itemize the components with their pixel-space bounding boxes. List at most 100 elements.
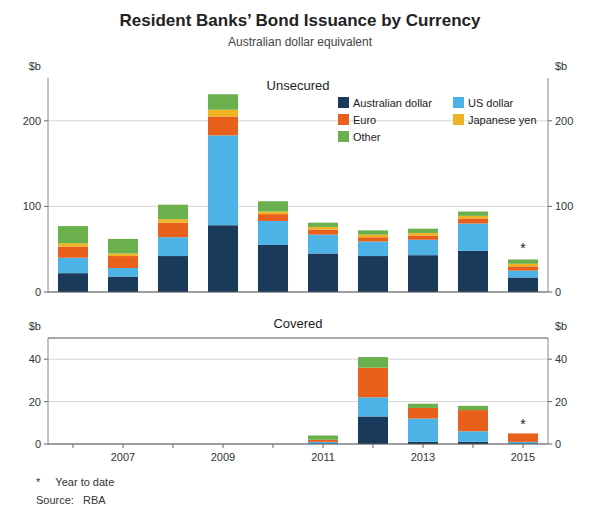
bar-segment	[358, 241, 388, 256]
legend-swatch	[453, 97, 464, 108]
tick-mark	[44, 401, 48, 402]
bar-segment	[508, 271, 538, 278]
bar-segment	[508, 433, 538, 434]
x-tick-mark	[523, 444, 524, 448]
tick-mark	[548, 359, 552, 360]
tick-mark	[44, 292, 48, 293]
bar-segment	[58, 247, 88, 258]
panel-title: Unsecured	[267, 78, 330, 93]
bar-segment	[308, 235, 338, 254]
y-tick-label: 100	[23, 200, 41, 212]
bar-segment	[358, 397, 388, 416]
x-tick-mark	[73, 444, 74, 448]
bar-segment	[508, 433, 538, 434]
y-axis-label: $b	[29, 320, 41, 332]
bar-segment	[408, 419, 438, 442]
bar-segment	[408, 229, 438, 233]
y2-axis-label: $b	[555, 320, 567, 332]
grid-line	[48, 401, 548, 402]
tick-mark	[548, 444, 552, 445]
bar-segment	[208, 110, 238, 117]
bar-segment	[408, 404, 438, 408]
y-axis-line	[48, 338, 49, 444]
bar-segment	[158, 223, 188, 238]
y-axis-line	[48, 78, 49, 292]
tick-mark	[44, 359, 48, 360]
bar-segment	[108, 239, 138, 254]
bar-segment	[258, 221, 288, 245]
bar-segment	[158, 205, 188, 220]
legend-label: Japanese yen	[468, 114, 537, 126]
bar-segment	[208, 135, 238, 225]
legend-swatch	[338, 97, 349, 108]
x-tick-mark	[323, 444, 324, 448]
bar-segment	[108, 256, 138, 268]
tick-mark	[44, 206, 48, 207]
x-tick-mark	[473, 444, 474, 448]
bar-segment	[258, 201, 288, 211]
grid-line	[48, 359, 548, 360]
annotation-star: *	[520, 416, 526, 432]
bar-segment	[358, 256, 388, 292]
tick-mark	[44, 120, 48, 121]
bar-segment	[308, 436, 338, 440]
footnote: * Year to date	[36, 476, 114, 488]
bar-segment	[458, 431, 488, 442]
bar-segment	[208, 225, 238, 292]
bar-segment	[358, 230, 388, 234]
legend-swatch	[338, 131, 349, 142]
bar-segment	[508, 259, 538, 263]
bar-segment	[508, 433, 538, 441]
y2-tick-label: 0	[555, 438, 561, 450]
y-tick-label: 0	[35, 286, 41, 298]
bar-segment	[308, 253, 338, 292]
bar-segment	[58, 273, 88, 292]
bar-segment	[358, 235, 388, 238]
bar-segment	[308, 230, 338, 235]
top-frame-line	[48, 337, 548, 338]
x-tick-mark	[273, 444, 274, 448]
title: Resident Banks’ Bond Issuance by Currenc…	[120, 11, 481, 30]
bar-segment	[408, 408, 438, 419]
bar-segment	[58, 258, 88, 273]
subtitle: Australian dollar equivalent	[228, 35, 373, 49]
panel-title: Covered	[273, 316, 322, 331]
y2-tick-label: 100	[555, 200, 573, 212]
y-tick-label: 20	[29, 396, 41, 408]
y2-tick-label: 200	[555, 115, 573, 127]
y2-tick-label: 40	[555, 353, 567, 365]
legend-label: Australian dollar	[353, 97, 432, 109]
bar-segment	[158, 237, 188, 256]
y-tick-label: 40	[29, 353, 41, 365]
tick-mark	[548, 206, 552, 207]
bar-segment	[408, 255, 438, 292]
bar-segment	[258, 245, 288, 292]
bar-segment	[158, 256, 188, 292]
legend-swatch	[453, 114, 464, 125]
bar-segment	[108, 268, 138, 277]
y2-axis-label: $b	[555, 60, 567, 72]
legend-swatch	[338, 114, 349, 125]
x-tick-label: 2015	[511, 451, 535, 463]
bar-segment	[458, 251, 488, 292]
bar-segment	[508, 266, 538, 270]
legend-label: Other	[353, 131, 381, 143]
annotation-star: *	[520, 240, 526, 256]
x-tick-mark	[173, 444, 174, 448]
y-axis-label: $b	[29, 60, 41, 72]
bar-segment	[258, 212, 288, 215]
tick-mark	[548, 292, 552, 293]
x-tick-label: 2013	[411, 451, 435, 463]
bar-segment	[458, 224, 488, 251]
bars	[58, 94, 538, 292]
y2-tick-label: 20	[555, 396, 567, 408]
bar-segment	[508, 264, 538, 267]
bar-segment	[208, 117, 238, 136]
y-tick-label: 0	[35, 438, 41, 450]
bar-segment	[458, 216, 488, 219]
tick-mark	[44, 444, 48, 445]
bar-segment	[458, 218, 488, 223]
y2-axis-line	[548, 78, 549, 292]
legend: Australian dollarUS dollarEuroJapanese y…	[338, 97, 537, 143]
tick-mark	[548, 401, 552, 402]
